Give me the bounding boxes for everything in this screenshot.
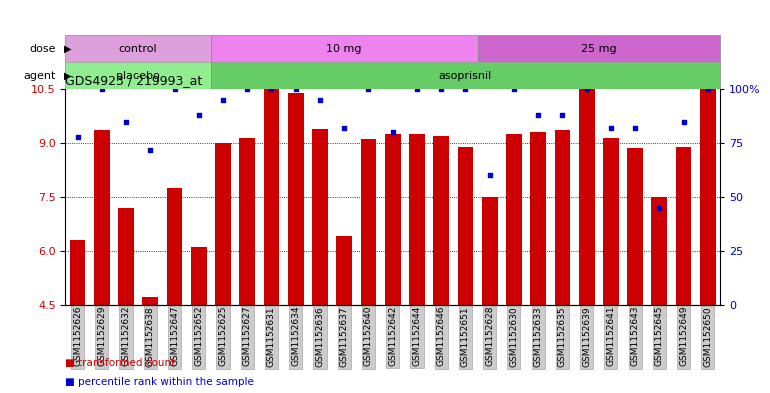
Bar <box>554 130 571 305</box>
Bar <box>603 138 619 305</box>
Point <box>604 125 617 131</box>
Bar <box>215 143 231 305</box>
Bar <box>700 89 715 305</box>
Bar <box>434 136 449 305</box>
Bar <box>482 197 497 305</box>
Bar <box>211 35 477 62</box>
Bar <box>628 149 643 305</box>
Bar <box>211 62 720 89</box>
Bar <box>651 197 668 305</box>
Point <box>484 172 496 178</box>
Point <box>410 86 423 92</box>
Point <box>701 86 714 92</box>
Point <box>556 112 568 118</box>
Bar <box>312 129 328 305</box>
Point <box>192 112 205 118</box>
Point <box>72 134 84 140</box>
Bar <box>191 247 206 305</box>
Point <box>363 86 375 92</box>
Text: ■ transformed count: ■ transformed count <box>65 358 176 368</box>
Point <box>629 125 641 131</box>
Bar <box>288 93 303 305</box>
Bar <box>457 147 474 305</box>
Point <box>217 97 229 103</box>
Text: 25 mg: 25 mg <box>581 44 617 54</box>
Bar <box>70 240 85 305</box>
Point <box>95 86 108 92</box>
Point <box>459 86 471 92</box>
Point <box>435 86 447 92</box>
Bar <box>531 132 546 305</box>
Bar <box>94 130 109 305</box>
Point <box>653 204 665 211</box>
Text: ■ percentile rank within the sample: ■ percentile rank within the sample <box>65 376 254 387</box>
Text: control: control <box>119 44 158 54</box>
Bar <box>477 35 720 62</box>
Point <box>507 86 520 92</box>
Bar <box>360 140 377 305</box>
Text: dose: dose <box>29 44 55 54</box>
Point <box>581 86 593 92</box>
Point <box>678 118 690 125</box>
Text: GDS4923 / 219993_at: GDS4923 / 219993_at <box>65 73 203 86</box>
Point <box>120 118 132 125</box>
Point <box>241 86 253 92</box>
Bar <box>118 208 134 305</box>
Bar <box>579 89 594 305</box>
Point <box>290 86 302 92</box>
Text: 10 mg: 10 mg <box>326 44 362 54</box>
Bar <box>263 89 280 305</box>
Point <box>387 129 399 136</box>
Bar <box>409 134 425 305</box>
Bar <box>336 236 352 305</box>
Text: asoprisnil: asoprisnil <box>439 71 492 81</box>
Point <box>314 97 326 103</box>
Point <box>338 125 350 131</box>
Point <box>266 86 278 92</box>
Text: placebo: placebo <box>116 71 160 81</box>
Bar <box>676 147 691 305</box>
Point <box>532 112 544 118</box>
Bar <box>142 298 158 305</box>
Text: ▶: ▶ <box>63 71 71 81</box>
Point <box>144 146 156 152</box>
Bar <box>385 134 400 305</box>
Bar <box>65 62 211 89</box>
Text: agent: agent <box>23 71 55 81</box>
Bar <box>65 35 211 62</box>
Bar <box>239 138 255 305</box>
Text: ▶: ▶ <box>63 44 71 54</box>
Bar <box>166 188 182 305</box>
Bar <box>506 134 522 305</box>
Point <box>169 86 181 92</box>
